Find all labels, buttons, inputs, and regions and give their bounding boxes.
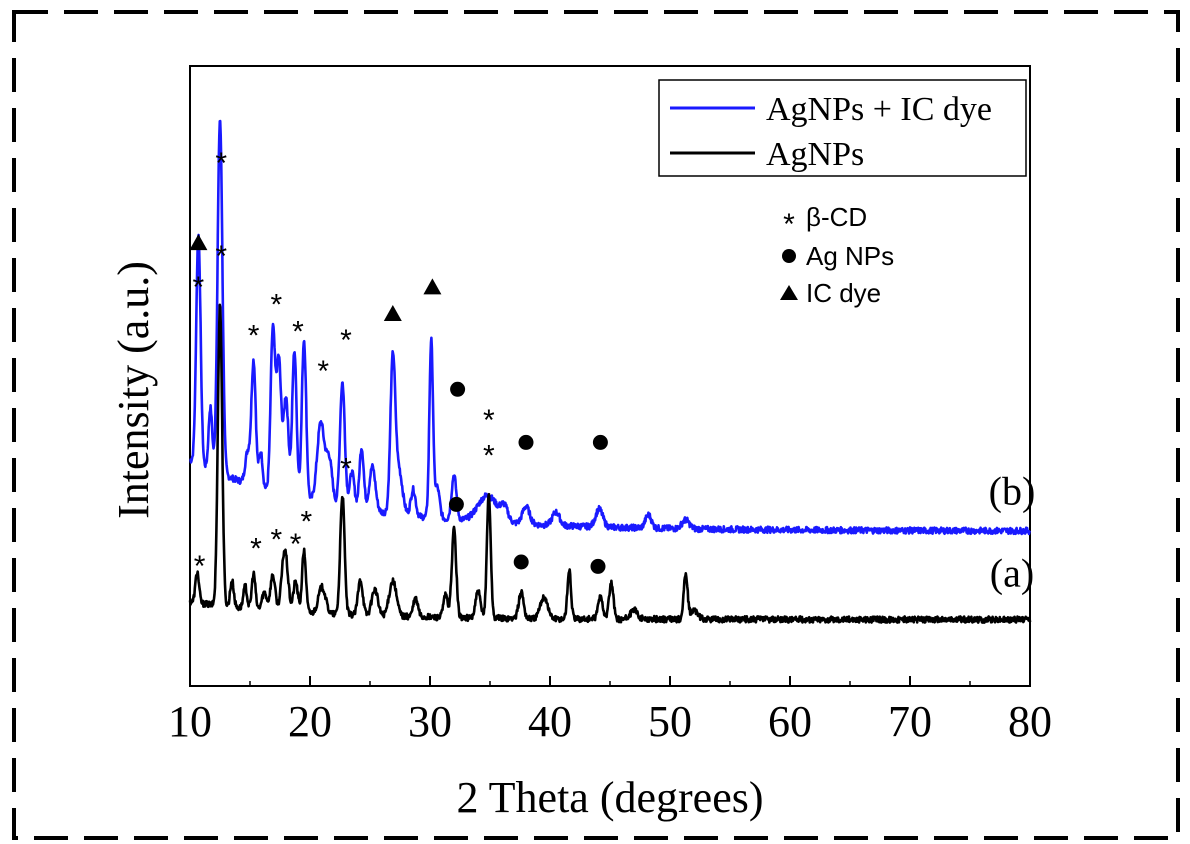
x-tick-label-60: 60 [768,697,812,746]
dashed-frame [12,10,1180,840]
asterisk-marker-0: * [193,271,205,304]
series-layer [188,119,1032,624]
asterisk-marker-2: * [215,147,227,180]
asterisk-marker-16: * [250,532,262,565]
panel-labels: (b) (a) [989,468,1036,595]
x-tick-label-20: 20 [288,697,332,746]
x-tick-label-70: 70 [888,697,932,746]
circle-marker-13 [592,434,608,450]
marker-legend-label-beta-cd: β-CD [806,202,867,232]
triangle-marker-1 [189,234,208,251]
circle-icon [782,249,796,263]
x-tick-label-10: 10 [168,697,212,746]
x-axis-tick-labels: 10 20 30 40 50 60 70 80 [168,697,1052,746]
x-tick-label-30: 30 [408,697,452,746]
marker-legend-label-ag-nps: Ag NPs [806,241,894,271]
asterisk-marker-4: * [271,289,283,322]
triangle-icon [780,285,798,300]
asterisk-marker-3: * [248,320,260,353]
series-legend-box [658,79,1027,177]
circle-marker-10 [450,381,466,397]
asterisk-marker-20: * [340,453,352,486]
panel-label-a: (a) [990,550,1034,595]
asterisk-marker-7: * [340,324,352,357]
asterisk-marker-11: * [483,404,495,437]
y-axis-title: Intensity (a.u.) [109,261,158,519]
x-tick-label-40: 40 [528,697,572,746]
series-line-agnps [188,303,1032,624]
x-tick-label-50: 50 [648,697,692,746]
asterisk-marker-17: * [271,523,283,556]
x-axis-ticks [189,676,1031,686]
series-legend: AgNPs + IC dye AgNPs [658,79,1027,177]
legend-label-agnps-ic-dye: AgNPs + IC dye [766,91,992,128]
asterisk-marker-6: * [317,355,329,388]
x-tick-label-80: 80 [1008,697,1052,746]
x-axis-title: 2 Theta (degrees) [456,773,763,822]
circle-marker-24 [590,558,606,574]
asterisk-marker-18: * [290,528,302,561]
peak-annotations: *********** * *** * [189,147,608,583]
asterisk-marker-22: * [483,439,495,472]
triangle-marker-8 [383,305,402,321]
marker-legend-label-ic-dye: IC dye [806,278,881,308]
asterisk-icon: * [783,208,795,241]
marker-legend: * β-CD Ag NPs IC dye [780,202,894,308]
circle-marker-23 [513,554,529,570]
asterisk-marker-14: * [194,550,206,583]
panel-label-b: (b) [989,468,1036,513]
asterisk-marker-19: * [301,506,313,539]
asterisk-marker-15: * [215,240,227,273]
legend-label-agnps: AgNPs [766,136,864,173]
series-line-agnps-ic-dye [189,119,1032,536]
asterisk-marker-5: * [292,315,304,348]
circle-marker-12 [518,434,534,450]
triangle-marker-9 [423,278,442,295]
circle-marker-21 [448,496,464,512]
